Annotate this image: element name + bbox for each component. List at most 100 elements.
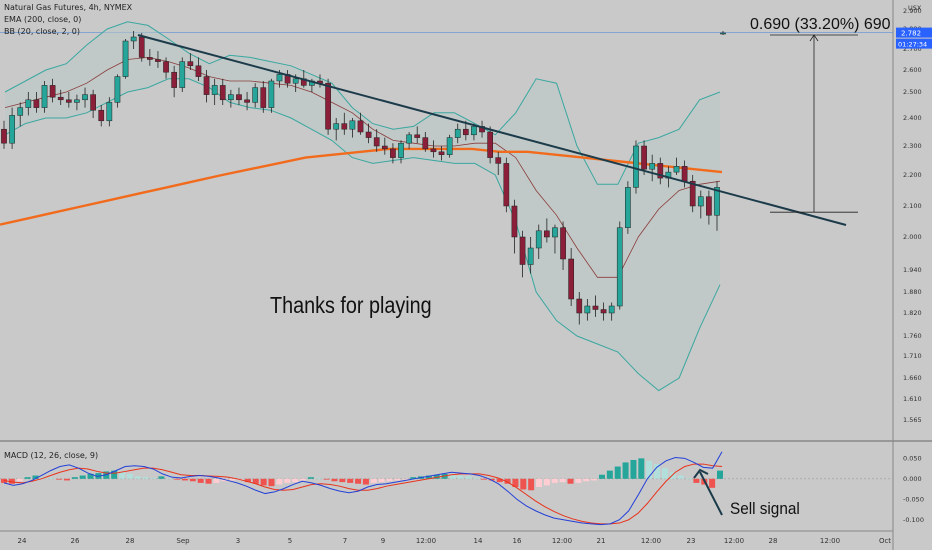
candle-body [33,99,40,108]
legend-ema: EMA (200, close, 0) [4,15,82,24]
candle-body [1,128,7,144]
time-tick-label: 23 [687,537,696,545]
price-tick-label: 2.500 [903,88,922,96]
candle [527,237,534,274]
time-tick-label: 16 [513,537,522,545]
candle-body [600,309,607,314]
macd-histogram-bar [284,478,291,483]
macd-histogram-bar [402,478,409,480]
candle [422,132,429,152]
candle-body [357,120,364,133]
macd-histogram-bar [244,478,251,483]
sell-signal-arrowhead [693,468,709,479]
candle [471,123,477,141]
macd-histogram-bar [512,478,519,487]
candle-body [471,126,477,136]
candle-body [527,247,534,265]
time-tick-label: 5 [288,537,292,545]
macd-histogram-bar [150,477,157,479]
price-tick-label: 1.610 [903,395,922,403]
candle-body [560,227,566,260]
candle [552,224,558,254]
candle-body [697,196,704,207]
candle [584,299,591,321]
candle-body [511,205,518,238]
candle-body [422,137,429,150]
candle-body [163,61,169,73]
candle-body [228,94,234,101]
price-tick-label: 2.700 [903,45,922,53]
macd-tick-label: -0.100 [903,516,924,524]
candle [236,87,242,105]
macd-histogram-bar [56,478,63,480]
macd-histogram-bar [717,470,723,479]
macd-histogram-bar [87,473,94,479]
macd-histogram-bar [583,478,590,482]
candle [98,105,105,127]
macd-histogram-bar [197,478,204,483]
macd-histogram-bar [449,474,456,479]
macd-histogram-bar [370,478,377,483]
candle-body [576,298,583,314]
candle [33,92,40,113]
candle [333,118,340,141]
time-tick-label: 14 [474,537,483,545]
candle-body [146,57,153,60]
macd-histogram-bar [654,464,661,479]
candle-body [414,134,421,138]
candle [633,140,639,194]
macd-histogram-bar [433,474,440,479]
price-tick-label: 1.820 [903,309,922,317]
candle-body [552,227,558,238]
candle-body [122,40,129,77]
time-tick-label: 28 [126,537,135,545]
candle [187,53,194,70]
candle-body [98,109,105,122]
candle-body [503,163,510,207]
macd-histogram-bar [63,478,70,481]
time-tick-label: 3 [236,537,240,545]
candle [438,146,445,161]
resistance-trendline [137,34,847,226]
candle-body [179,61,186,88]
candle-body [114,76,121,103]
time-tick-label: 12:00 [641,537,661,545]
macd-histogram-bar [16,478,23,482]
candle [560,221,566,270]
candle-body [446,137,453,155]
candle [625,181,631,234]
candle-body [82,94,88,101]
macd-histogram-bar [638,458,645,479]
candle-body [90,94,96,111]
candle [398,140,404,164]
macd-histogram-bar [622,462,629,479]
macd-histogram-bar [488,478,495,481]
candle-body [454,128,461,138]
candle [130,31,137,49]
candle [203,70,210,103]
candles-group [1,31,726,325]
macd-histogram-bar [543,478,550,486]
candle-body [187,61,194,67]
macd-histogram-bar [323,478,330,480]
price-tick-label: 1.660 [903,374,922,382]
candle-body [155,59,161,62]
macd-histogram-bar [126,473,133,479]
macd-histogram-bar [685,477,692,479]
macd-line [3,451,723,526]
candle [122,39,129,79]
candle [697,190,704,219]
macd-histogram-bar [181,478,188,481]
macd-histogram-bar [378,478,385,483]
candle-body [689,180,696,207]
candle-body [430,148,437,153]
candle-body [398,142,404,158]
macd-histogram-bar [536,478,543,487]
price-tick-label: 1.940 [903,266,922,274]
candle [349,118,356,138]
candle-body [41,85,48,108]
macd-histogram-group [1,458,723,491]
macd-histogram-bar [292,478,299,483]
macd-tick-label: 0.000 [903,475,922,483]
